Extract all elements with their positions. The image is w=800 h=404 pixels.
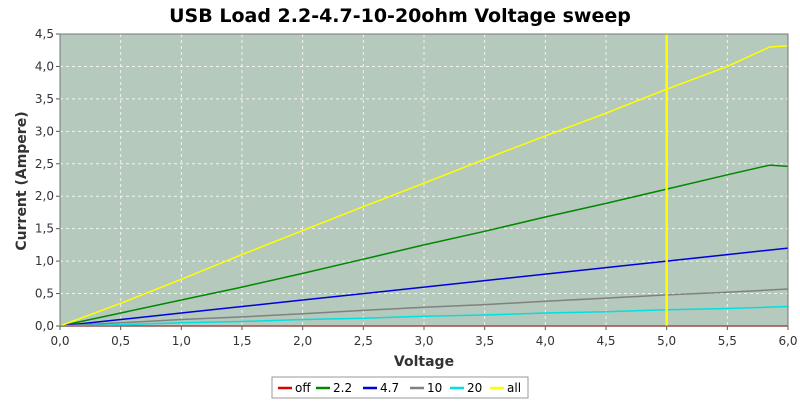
y-tick-label: 2,0 bbox=[35, 189, 54, 203]
legend-box bbox=[271, 376, 529, 399]
legend-label-10: 10 bbox=[427, 381, 442, 395]
legend-label-all: all bbox=[507, 381, 521, 395]
x-tick-label: 6,0 bbox=[778, 334, 797, 348]
legend: off 2.2 4.7 10 20 all bbox=[271, 376, 529, 399]
y-axis-label: Current (Ampere) bbox=[14, 111, 30, 250]
x-tick-label: 5,5 bbox=[718, 334, 737, 348]
y-tick-label: 3,5 bbox=[35, 92, 54, 106]
y-tick-label: 3,0 bbox=[35, 124, 54, 138]
x-tick-label: 2,0 bbox=[293, 334, 312, 348]
x-tick-label: 0,5 bbox=[111, 334, 130, 348]
series-line-all bbox=[59, 44, 789, 327]
legend-label-4.7: 4.7 bbox=[380, 381, 399, 395]
legend-label-off: off bbox=[295, 381, 311, 395]
x-axis-label: Voltage bbox=[394, 354, 454, 370]
legend-label-2.2: 2.2 bbox=[333, 381, 352, 395]
x-tick-label: 4,5 bbox=[596, 334, 615, 348]
y-tick-label: 0,5 bbox=[35, 287, 54, 301]
y-tick-label: 2,5 bbox=[35, 157, 54, 171]
plot-frame bbox=[59, 33, 789, 327]
x-tick-label: 4,0 bbox=[536, 334, 555, 348]
legend-label-20: 20 bbox=[467, 381, 482, 395]
y-tick-label: 4,5 bbox=[35, 27, 54, 41]
chart-title: USB Load 2.2-4.7-10-20ohm Voltage sweep bbox=[169, 5, 631, 27]
x-tick-label: 1,0 bbox=[172, 334, 191, 348]
x-tick-label: 5,0 bbox=[657, 334, 676, 348]
tick-labels: 0,0 0,5 1,0 1,5 2,0 2,5 3,0 3,5 4,0 4,5 5,0 5,5 6,0 0… bbox=[35, 27, 798, 348]
x-tick-label: 2,5 bbox=[354, 334, 373, 348]
y-tick-label: 1,5 bbox=[35, 222, 54, 236]
x-tick-label: 0,0 bbox=[50, 334, 69, 348]
axes bbox=[56, 33, 789, 330]
y-tick-label: 0,0 bbox=[35, 319, 54, 333]
x-tick-label: 3,5 bbox=[475, 334, 494, 348]
x-tick-label: 1,5 bbox=[232, 334, 251, 348]
series-line-2.2 bbox=[59, 164, 789, 327]
y-tick-label: 1,0 bbox=[35, 254, 54, 268]
x-tick-label: 3,0 bbox=[414, 334, 433, 348]
y-tick-label: 4,0 bbox=[35, 59, 54, 73]
